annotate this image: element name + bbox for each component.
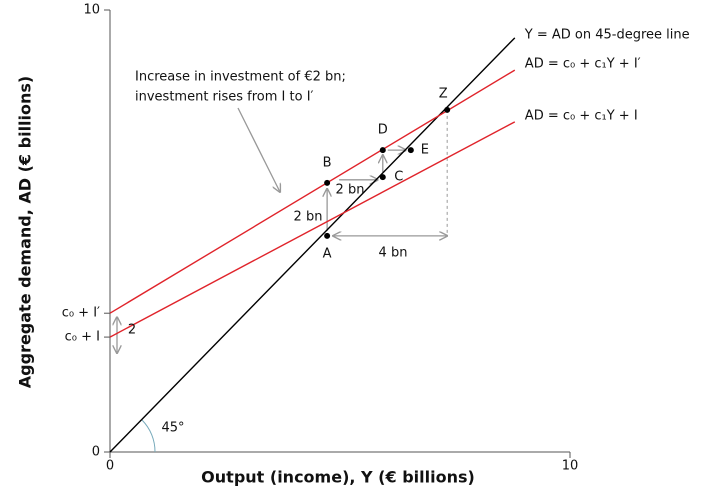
- y-tick-label: c₀ + I′: [62, 306, 100, 321]
- line: [109, 69, 516, 314]
- annotation: 45°: [161, 421, 184, 436]
- point-label: A: [323, 246, 332, 261]
- point: [379, 174, 386, 181]
- point-label: D: [378, 123, 388, 138]
- annotation: investment rises from I to I′: [135, 90, 314, 105]
- annotation: 2 bn: [294, 210, 323, 225]
- x-tick-label: 0: [106, 459, 114, 474]
- point: [379, 147, 386, 154]
- legend-label: AD = c₀ + c₁Y + I′: [525, 57, 641, 72]
- line: [109, 37, 516, 453]
- point-label: Z: [439, 86, 448, 101]
- arrow: [237, 107, 280, 192]
- point: [324, 179, 331, 186]
- angle-arc: [141, 419, 156, 453]
- y-axis-title: Aggregate demand, AD (€ billions): [16, 76, 35, 388]
- legend-label: AD = c₀ + c₁Y + I: [525, 108, 638, 123]
- y-tick-label: c₀ + I: [65, 330, 100, 345]
- line: [109, 121, 516, 338]
- point-label: C: [394, 170, 403, 185]
- x-axis-title: Output (income), Y (€ billions): [201, 468, 475, 487]
- annotation: 2 bn: [336, 183, 365, 198]
- point: [407, 147, 414, 154]
- annotation: Increase in investment of €2 bn;: [135, 70, 346, 85]
- point: [444, 106, 451, 113]
- x-tick-label: 10: [562, 459, 579, 474]
- point: [324, 232, 331, 239]
- legend-label: Y = AD on 45-degree line: [524, 27, 690, 42]
- annotation: 2: [128, 323, 136, 338]
- annotation: 4 bn: [379, 246, 408, 261]
- y-tick-label: 0: [92, 445, 100, 460]
- y-tick-label: 10: [83, 3, 100, 18]
- point-label: E: [421, 143, 429, 158]
- point-label: B: [323, 155, 332, 170]
